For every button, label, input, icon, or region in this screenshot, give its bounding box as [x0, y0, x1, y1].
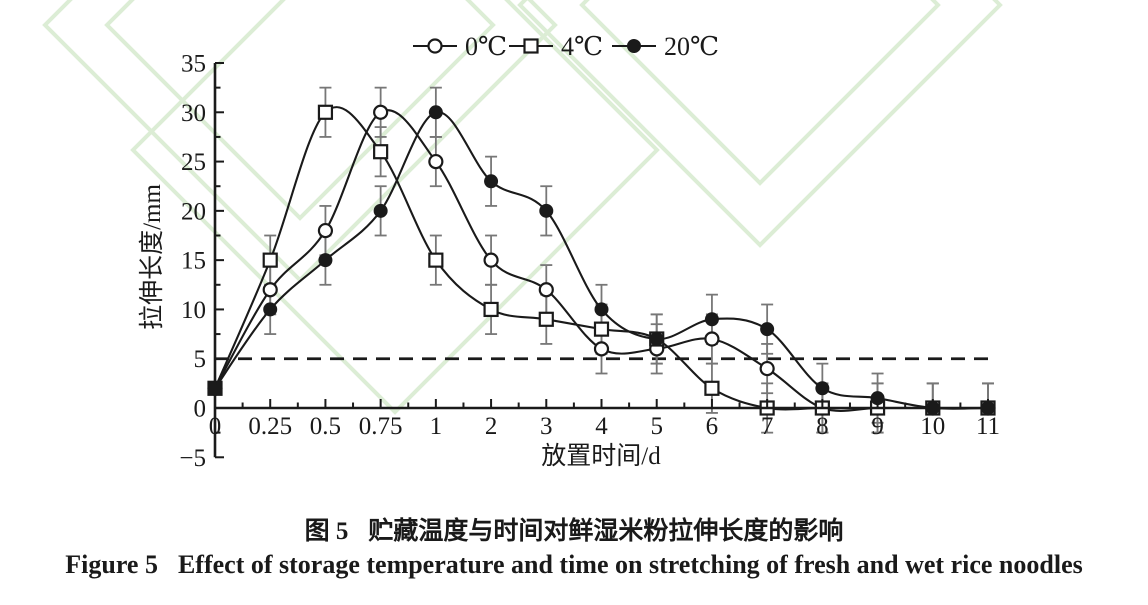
- y-tick-label: −5: [179, 445, 206, 472]
- caption-english-text: Effect of storage temperature and time o…: [177, 550, 1083, 579]
- y-tick-label: 0: [194, 396, 207, 423]
- x-tick-label: 10: [920, 413, 945, 440]
- legend-label: 20℃: [664, 32, 719, 61]
- legend-label: 4℃: [561, 32, 603, 61]
- y-axis-title: 拉伸长度/mm: [138, 184, 166, 330]
- x-tick-label: 5: [650, 413, 663, 440]
- x-axis-ticks: 0 0.25 0.5 0.75 1 2 3 4 5 6 7 8 9 10 11: [209, 399, 1000, 440]
- x-tick-label: 11: [976, 413, 1000, 440]
- y-tick-label: 30: [181, 100, 206, 127]
- x-tick-label: 4: [595, 413, 608, 440]
- caption-chinese-text: 贮藏温度与时间对鲜湿米粉拉伸长度的影响: [368, 518, 844, 545]
- x-tick-label: 1: [430, 413, 443, 440]
- caption-english: Figure 5 Effect of storage temperature an…: [0, 550, 1148, 580]
- legend-item-0c: 0℃: [413, 32, 507, 61]
- axis-titles: 拉伸长度/mm 放置时间/d: [138, 184, 661, 470]
- x-tick-label: 7: [761, 413, 774, 440]
- y-tick-label: 20: [181, 198, 206, 225]
- y-tick-label: 10: [181, 297, 206, 324]
- x-tick-label: 2: [485, 413, 498, 440]
- x-tick-label: 0.5: [310, 413, 341, 440]
- legend: 0℃ 4℃ 20℃: [413, 32, 719, 61]
- y-tick-label: 5: [194, 346, 207, 373]
- error-bars: [264, 86, 994, 434]
- caption-english-label: Figure 5: [65, 550, 158, 579]
- legend-item-20c: 20℃: [612, 32, 719, 61]
- x-tick-label: 3: [540, 413, 553, 440]
- x-tick-label: 0.75: [359, 413, 403, 440]
- legend-label: 0℃: [465, 32, 507, 61]
- x-tick-label: 0: [209, 413, 222, 440]
- caption-chinese-label: 图 5: [304, 518, 349, 545]
- x-tick-label: 0.25: [248, 413, 292, 440]
- x-tick-label: 9: [871, 413, 884, 440]
- x-tick-label: 8: [816, 413, 829, 440]
- y-tick-label: 35: [181, 51, 206, 78]
- y-tick-label: 15: [181, 248, 206, 275]
- x-axis-title: 放置时间/d: [541, 442, 661, 470]
- x-tick-label: 6: [706, 413, 719, 440]
- legend-item-4c: 4℃: [509, 32, 603, 61]
- caption-chinese: 图 5 贮藏温度与时间对鲜湿米粉拉伸长度的影响: [0, 511, 1148, 547]
- y-tick-label: 25: [181, 149, 206, 176]
